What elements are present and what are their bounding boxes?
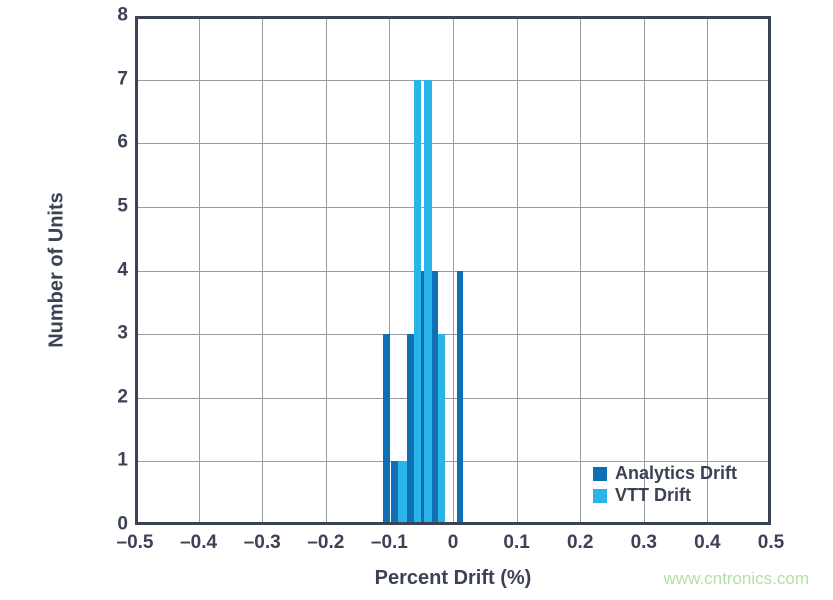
x-tick-label: 0.1 — [503, 532, 530, 553]
gridline-horizontal — [135, 397, 771, 399]
histogram-bar-vtt-drift — [414, 79, 422, 525]
legend-label-analytics-drift: Analytics Drift — [615, 463, 738, 483]
analytics-drift-swatch — [593, 466, 607, 481]
y-tick-label: 6 — [117, 131, 128, 153]
watermark: www.cntronics.com — [663, 569, 809, 588]
legend-label-vtt-drift: VTT Drift — [615, 485, 691, 505]
x-tick-label: –0.4 — [180, 532, 218, 553]
histogram-bar-analytics-drift — [391, 461, 398, 525]
histogram-bar-vtt-drift — [424, 79, 432, 525]
y-axis-tick-labels: 0 1 2 3 4 5 6 7 8 — [0, 5, 128, 535]
histogram-bar-vtt-drift — [397, 461, 407, 525]
histogram-bar-analytics-drift — [421, 270, 425, 525]
y-tick-label: 8 — [117, 4, 128, 26]
x-tick-label: –0.2 — [307, 532, 345, 553]
x-tick-label: –0.1 — [370, 532, 408, 553]
histogram-bar-analytics-drift — [456, 270, 464, 525]
legend-item-analytics-drift: Analytics Drift — [593, 463, 738, 483]
gridline-horizontal — [135, 334, 771, 336]
x-tick-label: 0 — [447, 532, 459, 553]
x-axis-tick-labels: –0.5 –0.4 –0.3 –0.2 –0.1 0 0.1 0.2 0.3 0.4 0.5 — [117, 532, 785, 554]
gridline-horizontal — [135, 270, 771, 272]
histogram-bar-vtt-drift — [437, 334, 445, 525]
histogram-bar-analytics-drift — [383, 334, 391, 525]
gridline-horizontal — [135, 461, 771, 463]
x-axis-title: Percent Drift (%) — [374, 567, 532, 589]
x-tick-label: 0.5 — [757, 532, 785, 553]
x-tick-label: 0.4 — [694, 532, 721, 553]
histogram-bar-analytics-drift — [407, 334, 415, 525]
x-tick-label: 0.2 — [566, 532, 594, 553]
y-tick-label: 0 — [117, 513, 128, 535]
y-tick-label: 1 — [117, 449, 128, 471]
y-tick-label: 4 — [117, 259, 128, 281]
vtt-drift-swatch — [593, 488, 607, 503]
gridline-horizontal — [135, 143, 771, 145]
x-tick-label: –0.3 — [243, 532, 281, 553]
y-tick-label: 3 — [117, 322, 128, 344]
legend: Analytics Drift VTT Drift — [593, 463, 738, 510]
y-tick-label: 2 — [117, 386, 128, 408]
x-tick-label: –0.5 — [116, 532, 154, 553]
gridline-horizontal — [135, 206, 771, 208]
histogram-bar-analytics-drift — [432, 270, 438, 525]
gridline-horizontal — [135, 79, 771, 81]
y-tick-label: 7 — [117, 68, 128, 90]
plot-area: Analytics Drift VTT Drift — [135, 16, 771, 525]
legend-item-vtt-drift: VTT Drift — [593, 485, 737, 505]
x-tick-label: 0.3 — [630, 532, 658, 553]
y-tick-label: 5 — [117, 195, 128, 217]
